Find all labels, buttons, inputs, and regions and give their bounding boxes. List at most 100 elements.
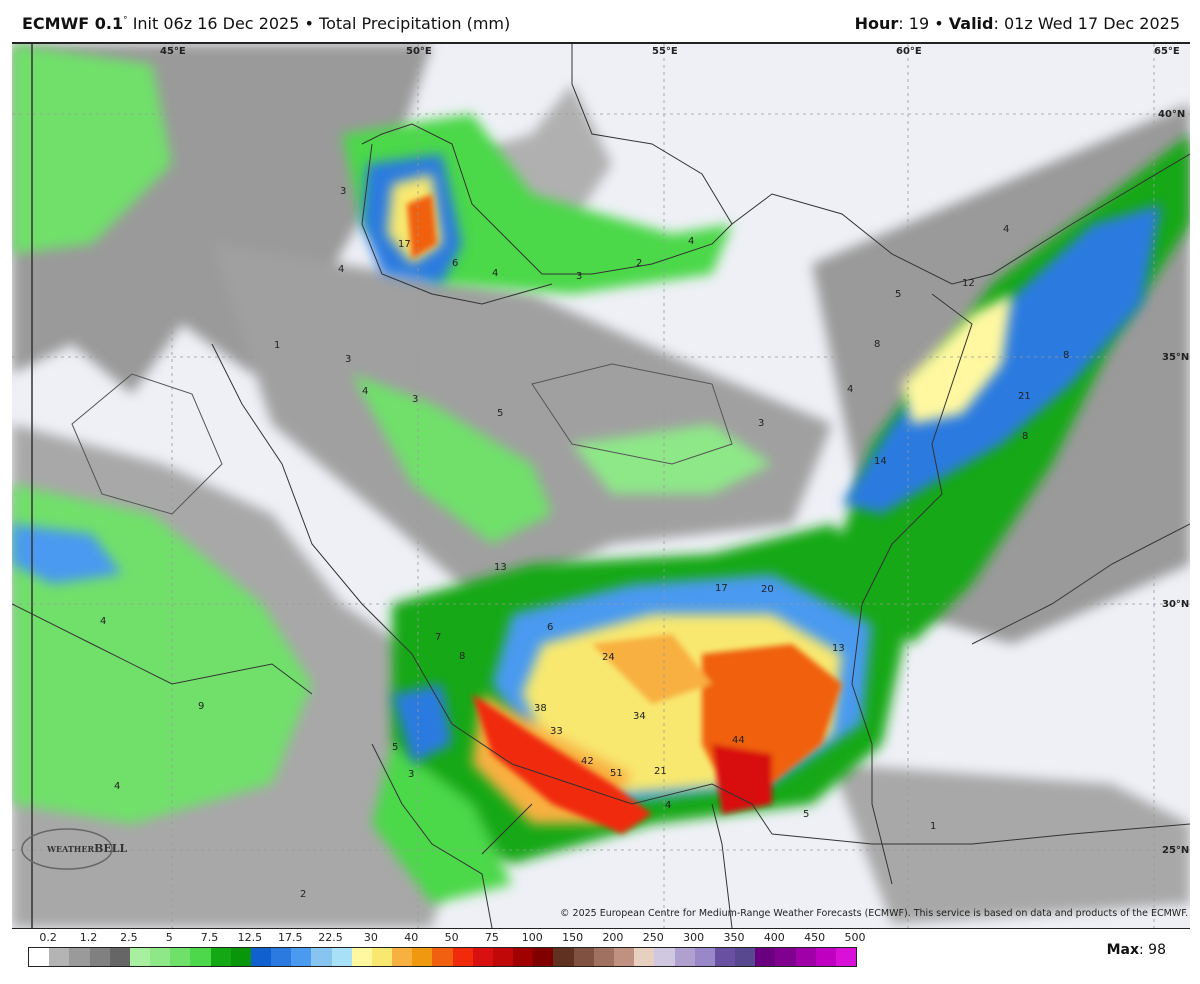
contour-label: 3 — [576, 271, 582, 282]
colorbar-swatch — [89, 948, 110, 966]
contour-label: 24 — [602, 652, 615, 663]
contour-label: 4 — [100, 616, 106, 627]
degree-symbol: ° — [123, 15, 128, 26]
copyright-notice: © 2025 European Centre for Medium-Range … — [560, 908, 1189, 919]
colorbar-tick-label: 300 — [683, 931, 705, 944]
colorbar-swatch — [735, 948, 756, 966]
colorbar-swatch — [271, 948, 292, 966]
contour-label: 9 — [198, 701, 204, 712]
valid-time-info: Hour: 19 • Valid: 01z Wed 17 Dec 2025 — [855, 14, 1180, 33]
model-name: ECMWF 0.1 — [22, 14, 124, 33]
colorbar-swatch — [291, 948, 312, 966]
colorbar-tick-label: 1.2 — [79, 931, 98, 944]
colorbar-swatch — [775, 948, 796, 966]
colorbar-swatch — [412, 948, 433, 966]
contour-label: 8 — [1022, 431, 1028, 442]
colorbar-tick-label: 0.2 — [39, 931, 57, 944]
contour-label: 4 — [847, 384, 853, 395]
contour-label: 33 — [550, 726, 563, 737]
colorbar-swatch — [49, 948, 70, 966]
contour-label: 21 — [654, 766, 667, 777]
colorbar-swatch — [432, 948, 453, 966]
colorbar-tick-label: 40 — [404, 931, 419, 944]
colorbar-tick-label: 50 — [444, 931, 459, 944]
map-title: ECMWF 0.1° Init 06z 16 Dec 2025 • Total … — [22, 14, 510, 33]
colorbar-swatch — [573, 948, 594, 966]
contour-label: 2 — [636, 258, 642, 269]
map-canvas: 45°E 50°E 55°E 60°E 65°E 40°N 35°N 30°N … — [11, 44, 1191, 929]
contour-label: 5 — [392, 742, 398, 753]
colorbar-swatch — [69, 948, 90, 966]
colorbar-swatch — [795, 948, 816, 966]
valid-label: Valid — [948, 14, 994, 33]
precip-layer-red — [407, 194, 842, 834]
contour-label: 4 — [688, 236, 694, 247]
colorbar-swatch — [170, 948, 191, 966]
colorbar-swatch — [674, 948, 695, 966]
separator: • — [934, 14, 944, 33]
colorbar-tick-label: 350 — [723, 931, 745, 944]
contour-label: 2 — [300, 889, 306, 900]
colorbar-tick-label: 400 — [763, 931, 785, 944]
contour-label: 3 — [408, 769, 414, 780]
contour-label: 6 — [547, 622, 553, 633]
contour-label: 6 — [452, 258, 458, 269]
lon-label: 60°E — [896, 46, 922, 57]
contour-label: 4 — [1003, 224, 1009, 235]
colorbar-swatch — [634, 948, 655, 966]
grid-labels: 45°E 50°E 55°E 60°E 65°E 40°N 35°N 30°N … — [160, 46, 1189, 856]
colorbar-swatch — [452, 948, 473, 966]
weatherbell-logo: WEATHERBELL — [21, 828, 128, 870]
colorbar-swatch — [492, 948, 514, 966]
contour-label: 13 — [494, 562, 507, 573]
contour-label: 4 — [338, 264, 344, 275]
contour-label: 38 — [534, 703, 547, 714]
contour-label: 7 — [435, 632, 441, 643]
colorbar-tick-label: 100 — [521, 931, 543, 944]
colorbar — [28, 947, 857, 967]
colorbar-tick-label: 12.5 — [237, 931, 263, 944]
contour-label: 51 — [610, 768, 623, 779]
colorbar-swatch — [29, 948, 50, 966]
lat-label: 40°N — [1158, 109, 1185, 120]
colorbar-swatch — [755, 948, 776, 966]
colorbar-swatch — [129, 948, 151, 966]
colorbar-tick-label: 2.5 — [120, 931, 138, 944]
contour-label: 4 — [114, 781, 120, 792]
max-label: Max — [1106, 942, 1140, 958]
colorbar-swatch — [835, 948, 857, 966]
colorbar-tick-label: 17.5 — [277, 931, 303, 944]
colorbar-swatch — [230, 948, 251, 966]
contour-label: 13 — [832, 643, 845, 654]
contour-label: 1 — [274, 340, 280, 351]
colorbar-swatch — [311, 948, 332, 966]
colorbar-swatch — [613, 948, 635, 966]
valid-value: : 01z Wed 17 Dec 2025 — [993, 14, 1181, 33]
product-name: Total Precipitation (mm) — [319, 14, 511, 33]
contour-label: 8 — [459, 651, 465, 662]
contour-label: 3 — [340, 186, 346, 197]
contour-label: 21 — [1018, 391, 1031, 402]
colorbar-tick-label: 200 — [602, 931, 624, 944]
colorbar-swatch — [815, 948, 836, 966]
lon-label: 65°E — [1154, 46, 1180, 57]
colorbar-swatch — [654, 948, 675, 966]
colorbar-tick-label: 150 — [562, 931, 584, 944]
contour-label: 1 — [930, 821, 936, 832]
colorbar-swatch — [593, 948, 614, 966]
colorbar-swatch — [250, 948, 272, 966]
contour-label: 3 — [345, 354, 351, 365]
colorbar-swatch — [533, 948, 554, 966]
max-value: Max: 98 — [1107, 942, 1166, 958]
colorbar-swatch — [371, 948, 393, 966]
max-number: : 98 — [1139, 942, 1166, 958]
separator: • — [304, 14, 314, 33]
precipitation-map: 45°E 50°E 55°E 60°E 65°E 40°N 35°N 30°N … — [11, 42, 1191, 929]
colorbar-swatch — [150, 948, 171, 966]
borders — [11, 44, 1191, 929]
colorbar-tick-label: 22.5 — [318, 931, 343, 944]
colorbar-tick-label: 30 — [363, 931, 378, 944]
hour-value: : 19 — [898, 14, 930, 33]
lat-label: 35°N — [1162, 352, 1189, 363]
